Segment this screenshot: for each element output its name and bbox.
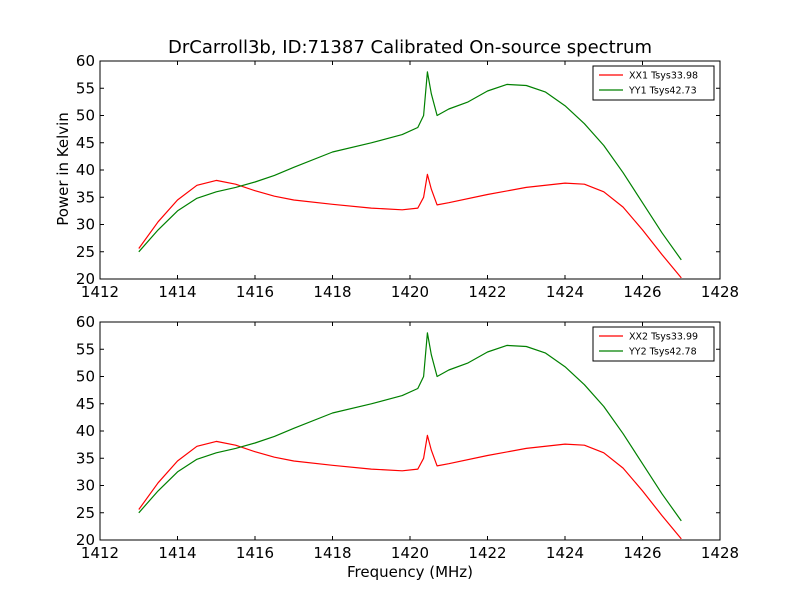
x-axis-label: Frequency (MHz) — [347, 563, 473, 581]
x-tick-label: 1418 — [313, 544, 351, 562]
y-tick-label: 20 — [76, 270, 95, 288]
y-tick-label: 20 — [76, 531, 95, 549]
bottom-spectrum-panel: 1412 1414 1416 1418 1420 1422 1424 1426 1428 20 25… — [76, 313, 739, 562]
legend-box — [592, 65, 715, 101]
x-tick-label: 1414 — [158, 544, 196, 562]
y-tick-label: 35 — [76, 188, 95, 206]
x-tick-label: 1418 — [313, 283, 351, 301]
y-tick-label: 45 — [76, 395, 95, 413]
series-line-xx2 — [138, 434, 682, 540]
y-tick-label: 25 — [76, 243, 95, 261]
x-tick-label: 1416 — [236, 283, 274, 301]
y-tick-label: 30 — [76, 216, 95, 234]
legend-label: XX2 Tsys33.99 — [629, 332, 698, 343]
y-tick-label: 40 — [76, 422, 95, 440]
y-tick-label: 60 — [76, 313, 95, 331]
x-tick-label: 1428 — [701, 544, 739, 562]
legend-label: YY2 Tsys42.78 — [628, 347, 697, 358]
x-tick-label: 1426 — [623, 283, 661, 301]
x-tick-label: 1414 — [158, 283, 196, 301]
legend-label: XX1 Tsys33.98 — [629, 71, 698, 82]
x-tick-label: 1412 — [81, 544, 119, 562]
y-tick-label: 55 — [76, 79, 95, 97]
legend: XX1 Tsys33.98 YY1 Tsys42.73 — [592, 65, 715, 101]
x-tick-label: 1422 — [468, 544, 506, 562]
x-tick-label: 1424 — [546, 544, 584, 562]
legend-label: YY1 Tsys42.73 — [628, 86, 697, 97]
y-tick-label: 45 — [76, 134, 95, 152]
x-tick-label: 1420 — [391, 283, 429, 301]
y-tick-label: 50 — [76, 368, 95, 386]
y-tick-label: 35 — [76, 449, 95, 467]
y-axis-label: Power in Kelvin — [54, 112, 72, 226]
y-tick-label: 55 — [76, 340, 95, 358]
y-tick-label: 25 — [76, 504, 95, 522]
y-tick-label: 40 — [76, 161, 95, 179]
series-line-xx1 — [138, 173, 682, 279]
x-tick-label: 1428 — [701, 283, 739, 301]
x-tick-label: 1416 — [236, 544, 274, 562]
y-tick-label: 50 — [76, 107, 95, 125]
x-tick-label: 1424 — [546, 283, 584, 301]
top-spectrum-panel: 1412 1414 1416 1418 1420 1422 1424 1426 1428 20 25… — [76, 52, 739, 301]
legend: XX2 Tsys33.99 YY2 Tsys42.78 — [592, 326, 715, 362]
y-tick-label: 60 — [76, 52, 95, 70]
y-tick-label: 30 — [76, 477, 95, 495]
x-tick-label: 1426 — [623, 544, 661, 562]
x-tick-label: 1422 — [468, 283, 506, 301]
x-tick-label: 1420 — [391, 544, 429, 562]
x-tick-label: 1412 — [81, 283, 119, 301]
legend-box — [592, 326, 715, 362]
series-line-yy2 — [138, 332, 682, 522]
figure-title: DrCarroll3b, ID:71387 Calibrated On-sour… — [168, 37, 652, 58]
series-line-yy1 — [138, 71, 682, 261]
